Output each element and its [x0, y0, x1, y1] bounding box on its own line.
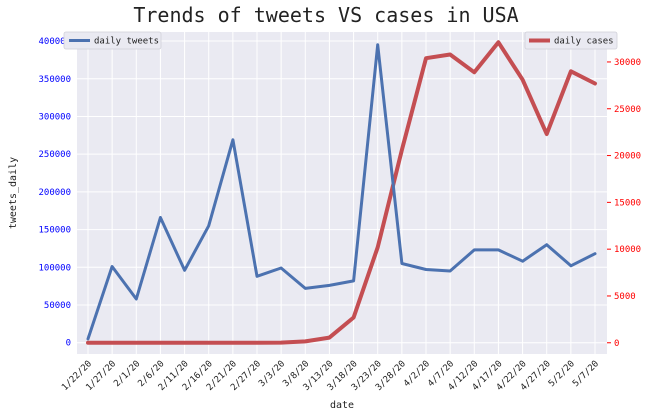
series-line-daily-cases: [86, 40, 597, 345]
left-tick-label: 350000: [38, 75, 71, 85]
gridlines: [77, 32, 607, 354]
legend-daily-tweets: daily tweets: [63, 31, 162, 50]
right-tick-label: 30000: [614, 58, 641, 68]
chart-title: Trends of tweets VS cases in USA: [133, 3, 518, 27]
plot-area: [77, 32, 607, 354]
right-axis-ticks: 0 5000 10000 15000 20000 25000 30000: [607, 58, 641, 349]
legend-daily-cases: daily cases: [524, 31, 618, 50]
right-tick-label: 20000: [614, 152, 641, 162]
left-axis-ticks: 0 50000 100000 150000 200000 250000 300000 3500…: [38, 37, 71, 349]
left-tick-label: 300000: [38, 112, 71, 122]
right-tick-label: 10000: [614, 245, 641, 255]
y-axis-label-left: tweets_daily: [8, 157, 19, 229]
series-line-daily-tweets: [86, 43, 597, 341]
legend-label-daily-cases: daily cases: [554, 37, 614, 47]
right-tick-label: 15000: [614, 198, 641, 208]
left-tick-label: 250000: [38, 150, 71, 160]
left-tick-label: 150000: [38, 226, 71, 236]
left-tick-label: 0: [66, 339, 71, 349]
series-layer: [86, 40, 597, 345]
x-tick-label: 5/7/20: [571, 359, 601, 389]
left-tick-label: 200000: [38, 188, 71, 198]
x-axis-ticks: 1/22/201/27/202/1/202/6/202/11/202/16/20…: [60, 359, 601, 393]
right-tick-label: 0: [614, 339, 619, 349]
right-tick-label: 25000: [614, 105, 641, 115]
x-axis-label: date: [330, 400, 354, 411]
left-tick-label: 100000: [38, 263, 71, 273]
left-tick-label: 400000: [38, 37, 71, 47]
legend-label-daily-tweets: daily tweets: [94, 37, 159, 47]
left-tick-label: 50000: [44, 301, 71, 311]
right-tick-label: 5000: [614, 292, 636, 302]
